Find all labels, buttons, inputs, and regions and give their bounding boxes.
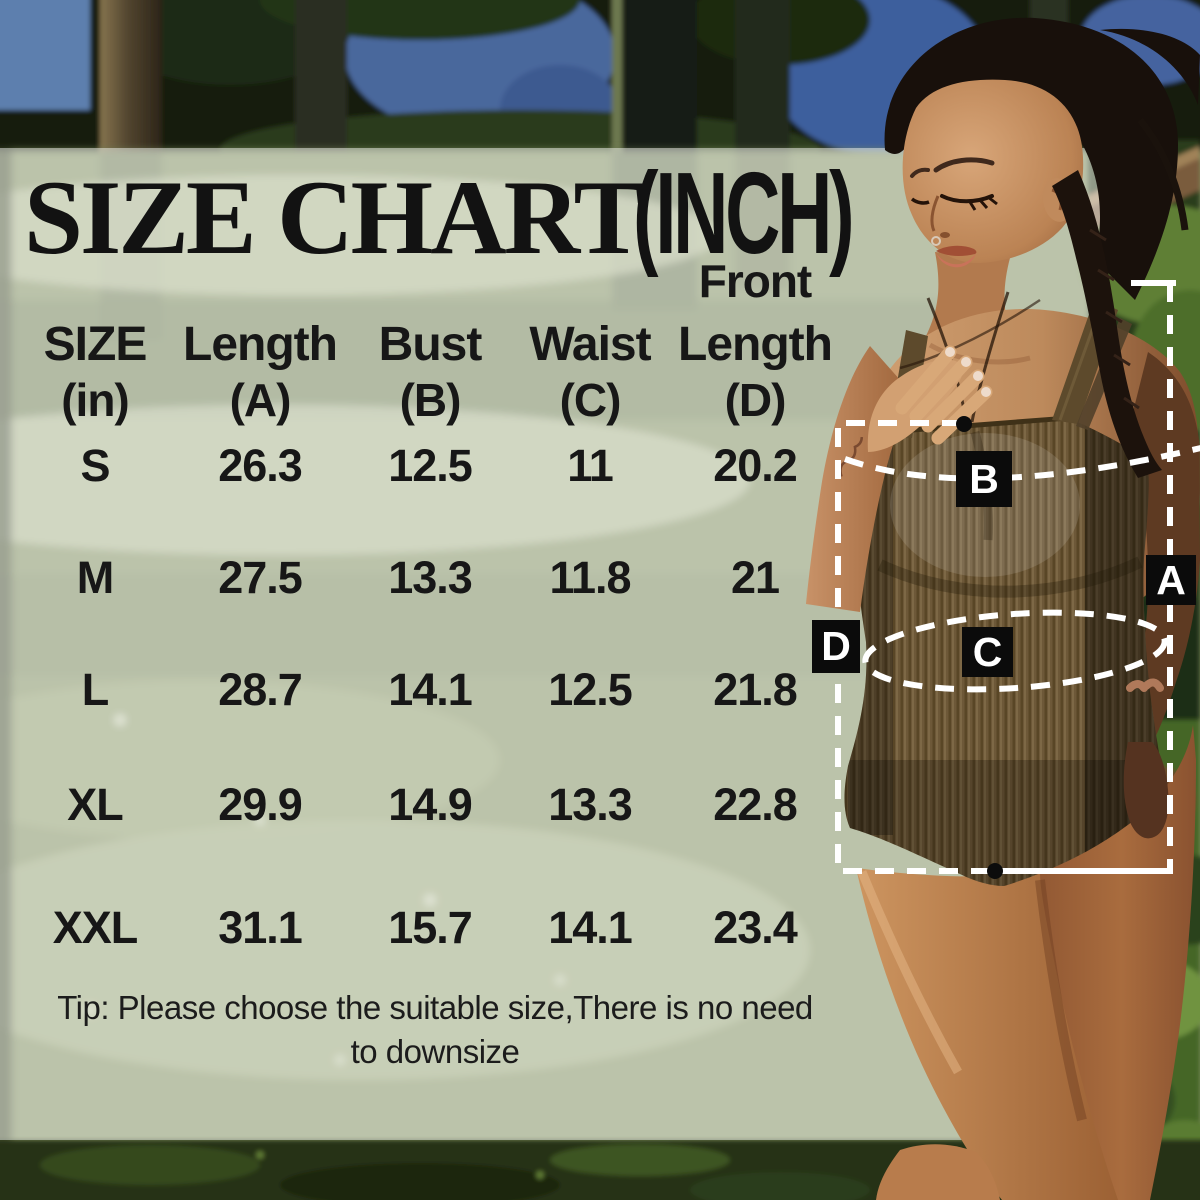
row-m-front-length: 21 [730, 552, 780, 603]
bust-line-b [844, 445, 1200, 482]
row-l-length: 28.7 [218, 664, 303, 715]
row-s-size: S [80, 440, 110, 491]
measurement-label-c: C [962, 627, 1013, 677]
header-sub-in: (in) [61, 374, 130, 426]
row-m-bust: 13.3 [388, 552, 473, 603]
tip-line-1: Tip: Please choose the suitable size,The… [57, 989, 813, 1026]
row-xxl-bust: 15.7 [388, 902, 473, 953]
header-length: Length [183, 318, 338, 371]
row-xxl-length: 31.1 [218, 902, 303, 953]
table-row: S 26.3 12.5 11 20.2 [20, 441, 840, 491]
header-front-length: Length [678, 318, 833, 371]
row-s-length: 26.3 [218, 440, 303, 491]
header-top-waist [510, 256, 670, 306]
neckline-dot [956, 416, 972, 432]
row-s-front-length: 20.2 [713, 440, 798, 491]
header-top-length [170, 256, 350, 306]
waist-line-c [862, 609, 1168, 693]
header-sub-c: (C) [559, 374, 622, 426]
row-l-waist: 12.5 [548, 664, 633, 715]
table-header-topline: Front [20, 256, 840, 306]
crotch-dot [987, 863, 1003, 879]
row-xl-bust: 14.9 [388, 779, 473, 830]
header-bust: Bust [378, 318, 483, 371]
size-tip: Tip: Please choose the suitable size,The… [8, 986, 862, 1074]
tip-line-2: to downsize [350, 1033, 520, 1070]
measurement-label-a: A [1146, 555, 1196, 605]
row-s-waist: 11 [567, 440, 614, 491]
measurement-label-b: B [956, 451, 1012, 507]
woman-figure [806, 17, 1200, 1200]
row-s-bust: 12.5 [388, 440, 473, 491]
table-header-sub: (in) (A) (B) (C) (D) [20, 375, 840, 425]
header-size: SIZE [43, 318, 148, 371]
table-row: M 27.5 13.3 11.8 21 [20, 553, 840, 603]
row-xl-waist: 13.3 [548, 779, 633, 830]
row-xxl-size: XXL [52, 902, 139, 953]
header-sub-a: (A) [229, 374, 292, 426]
row-xl-size: XL [67, 779, 124, 830]
row-m-size: M [76, 552, 115, 603]
header-top-bust [350, 256, 510, 306]
page-title: SIZE CHART(INCH) [24, 146, 964, 280]
table-row: L 28.7 14.1 12.5 21.8 [20, 665, 840, 715]
row-xxl-front-length: 23.4 [713, 902, 798, 953]
title-suffix: (INCH) [633, 148, 855, 278]
row-l-bust: 14.1 [388, 664, 473, 715]
table-row: XL 29.9 14.9 13.3 22.8 [20, 780, 840, 830]
header-waist: Waist [529, 318, 651, 371]
row-l-front-length: 21.8 [713, 664, 798, 715]
row-xl-length: 29.9 [218, 779, 303, 830]
header-top-size [20, 256, 170, 306]
header-top-front: Front [698, 255, 813, 307]
row-m-waist: 11.8 [549, 552, 631, 603]
table-header-main: SIZE Length Bust Waist Length [20, 320, 840, 370]
row-m-length: 27.5 [218, 552, 303, 603]
front-length-line-d [835, 420, 988, 874]
row-xxl-waist: 14.1 [548, 902, 633, 953]
header-sub-b: (B) [399, 374, 462, 426]
table-row: XXL 31.1 15.7 14.1 23.4 [20, 903, 840, 953]
header-sub-d: (D) [724, 374, 787, 426]
row-xl-front-length: 22.8 [713, 779, 798, 830]
row-l-size: L [81, 664, 110, 715]
measurement-label-d: D [812, 620, 860, 673]
title-main: SIZE CHART [24, 159, 644, 276]
